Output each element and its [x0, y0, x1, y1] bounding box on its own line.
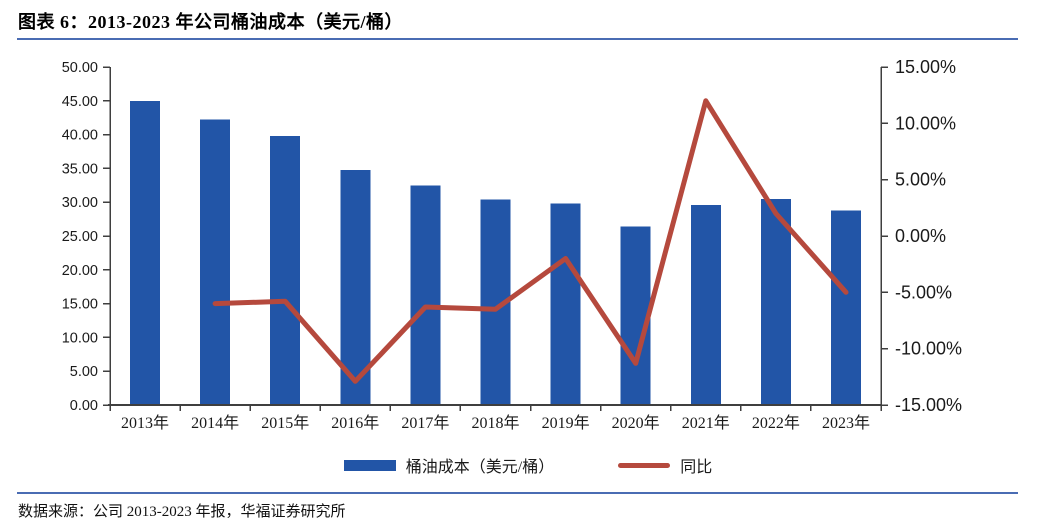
x-axis-label: 2015年	[261, 414, 309, 432]
left-axis-tick-label: 40.00	[62, 128, 98, 144]
line-series-swatch	[618, 462, 671, 468]
x-axis-label: 2019年	[542, 414, 590, 432]
x-axis-label: 2021年	[682, 414, 730, 432]
bar-2023年	[831, 210, 861, 405]
bar-2015年	[270, 136, 301, 405]
bar-2016年	[340, 169, 371, 405]
x-axis-label: 2020年	[612, 414, 660, 432]
left-axis-tick-label: 5.00	[70, 364, 98, 380]
right-axis-tick-label: -15.00%	[895, 395, 962, 415]
bar-2019年	[550, 203, 581, 405]
right-axis-tick-label: 10.00%	[895, 113, 956, 133]
yoy-line	[212, 98, 849, 384]
left-axis-tick-label: 20.00	[62, 263, 98, 279]
legend-item-cost: 桶油成本（美元/桶）	[343, 453, 555, 477]
bar-2017年	[410, 185, 441, 405]
left-axis-tick-label: 25.00	[62, 229, 98, 245]
right-axis-tick-label: 15.00%	[895, 57, 956, 77]
right-axis-tick-label: -10.00%	[895, 339, 962, 359]
x-axis-label: 2016年	[331, 414, 379, 432]
footer-divider	[17, 492, 1018, 494]
bar-2022年	[760, 198, 791, 405]
x-axis-label: 2017年	[401, 414, 449, 432]
x-axis-label: 2022年	[752, 414, 800, 432]
bar-series-swatch	[343, 459, 396, 471]
left-axis-tick-label: 15.00	[62, 297, 98, 313]
right-axis-tick-label: 0.00%	[895, 226, 946, 246]
x-axis-label: 2014年	[191, 414, 239, 432]
bar-2014年	[200, 119, 231, 405]
bar-2021年	[690, 204, 721, 405]
bar-2020年	[620, 226, 651, 405]
legend-item-yoy: 同比	[618, 453, 712, 477]
legend-label-yoy: 同比	[680, 459, 713, 476]
left-axis-tick-label: 0.00	[70, 398, 98, 414]
bar-2013年	[130, 100, 160, 406]
left-axis-tick-label: 30.00	[62, 195, 98, 211]
bar-line-chart-canvas: 0.00 5.00 10.00 15.00 20.00 25.00 30.00 35.00 40…	[62, 57, 962, 432]
x-axis-label: 2018年	[471, 414, 519, 432]
left-axis-tick-label: 50.00	[62, 60, 98, 76]
right-axis-tick-label: 5.00%	[895, 170, 946, 190]
x-axis-label: 2013年	[121, 414, 169, 432]
title-divider	[17, 38, 1018, 40]
x-axis-label: 2023年	[822, 414, 870, 432]
left-axis-tick-label: 45.00	[62, 94, 98, 110]
left-axis-tick-label: 35.00	[62, 161, 98, 177]
chart-legend: 桶油成本（美元/桶） 同比	[0, 453, 1056, 477]
left-axis-tick-label: 10.00	[62, 330, 98, 346]
source-note: 数据来源：公司 2013-2023 年报，华福证券研究所	[18, 504, 346, 520]
page-title: 图表 6：2013-2023 年公司桶油成本（美元/桶）	[18, 12, 403, 32]
right-axis-tick-label: -5.00%	[895, 282, 952, 302]
legend-label-cost: 桶油成本（美元/桶）	[405, 459, 555, 476]
